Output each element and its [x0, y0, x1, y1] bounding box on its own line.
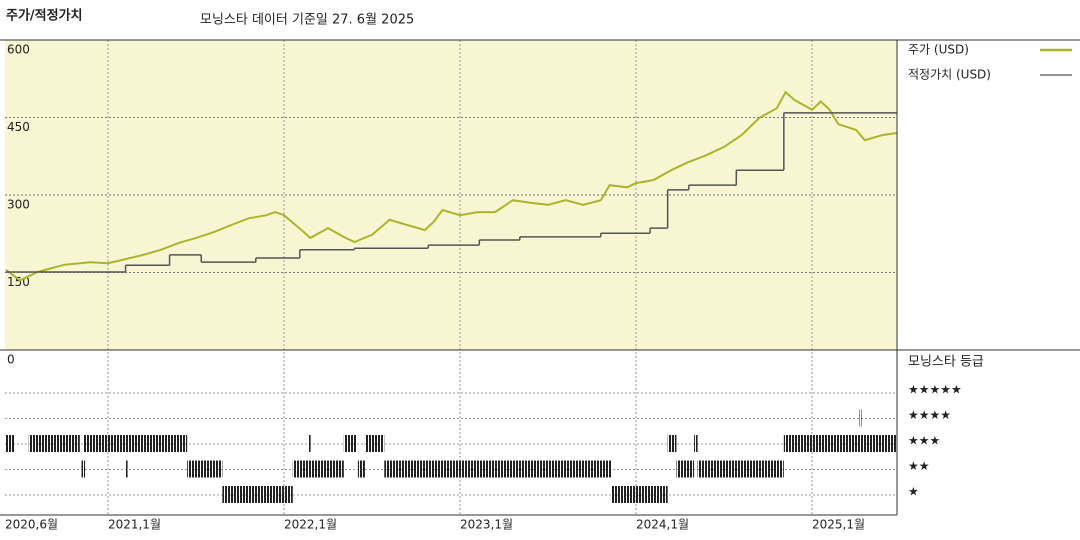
rating-label: ★★★★: [908, 408, 951, 422]
rating-bar: [343, 435, 357, 452]
rating-bar: [222, 486, 293, 503]
rating-bar: [384, 460, 612, 478]
rating-bar: [694, 435, 698, 452]
x-tick-label: 2023,1월: [460, 518, 513, 532]
rating-label: ★★★★★: [908, 383, 962, 397]
rating-bar: [28, 435, 80, 452]
chart-subtitle: 모닝스타 데이터 기준일 27. 6월 2025: [200, 13, 414, 28]
rating-label: ★★★: [908, 434, 940, 448]
y-tick-label: 450: [7, 120, 30, 134]
rating-bar: [697, 460, 784, 478]
y-tick-label: 0: [7, 353, 15, 367]
rating-bar: [308, 435, 311, 452]
y-tick-label: 300: [7, 198, 30, 212]
rating-bar: [83, 435, 188, 452]
rating-bar: [676, 460, 695, 478]
rating-label: ★: [908, 485, 919, 499]
x-tick-label: 2022,1월: [284, 518, 337, 532]
rating-bar: [859, 409, 862, 427]
rating-bar: [357, 460, 365, 478]
rating-bar: [667, 435, 677, 452]
x-tick-label: 2021,1월: [108, 518, 161, 532]
legend-label: 적정가치 (USD): [908, 68, 991, 82]
rating-bar: [611, 486, 668, 503]
x-tick-label: 2024,1월: [636, 518, 689, 532]
rating-label: ★★: [908, 459, 930, 473]
x-tick-label: 2025,1월: [812, 518, 865, 532]
y-tick-label: 600: [7, 43, 30, 57]
price-line: [5, 90, 897, 282]
rating-bar: [187, 460, 223, 478]
rating-bar: [783, 435, 897, 452]
rating-bar: [364, 435, 385, 452]
rating-bar: [292, 460, 344, 478]
chart-title: 주가/적정가치: [6, 8, 83, 24]
rating-bar: [81, 460, 86, 478]
rating-title: 모닝스타 등급: [908, 355, 984, 370]
legend-label: 주가 (USD): [908, 43, 969, 57]
rating-bar: [125, 460, 128, 478]
rating-bar: [5, 435, 15, 452]
x-tick-label: 2020,6월: [5, 518, 58, 532]
